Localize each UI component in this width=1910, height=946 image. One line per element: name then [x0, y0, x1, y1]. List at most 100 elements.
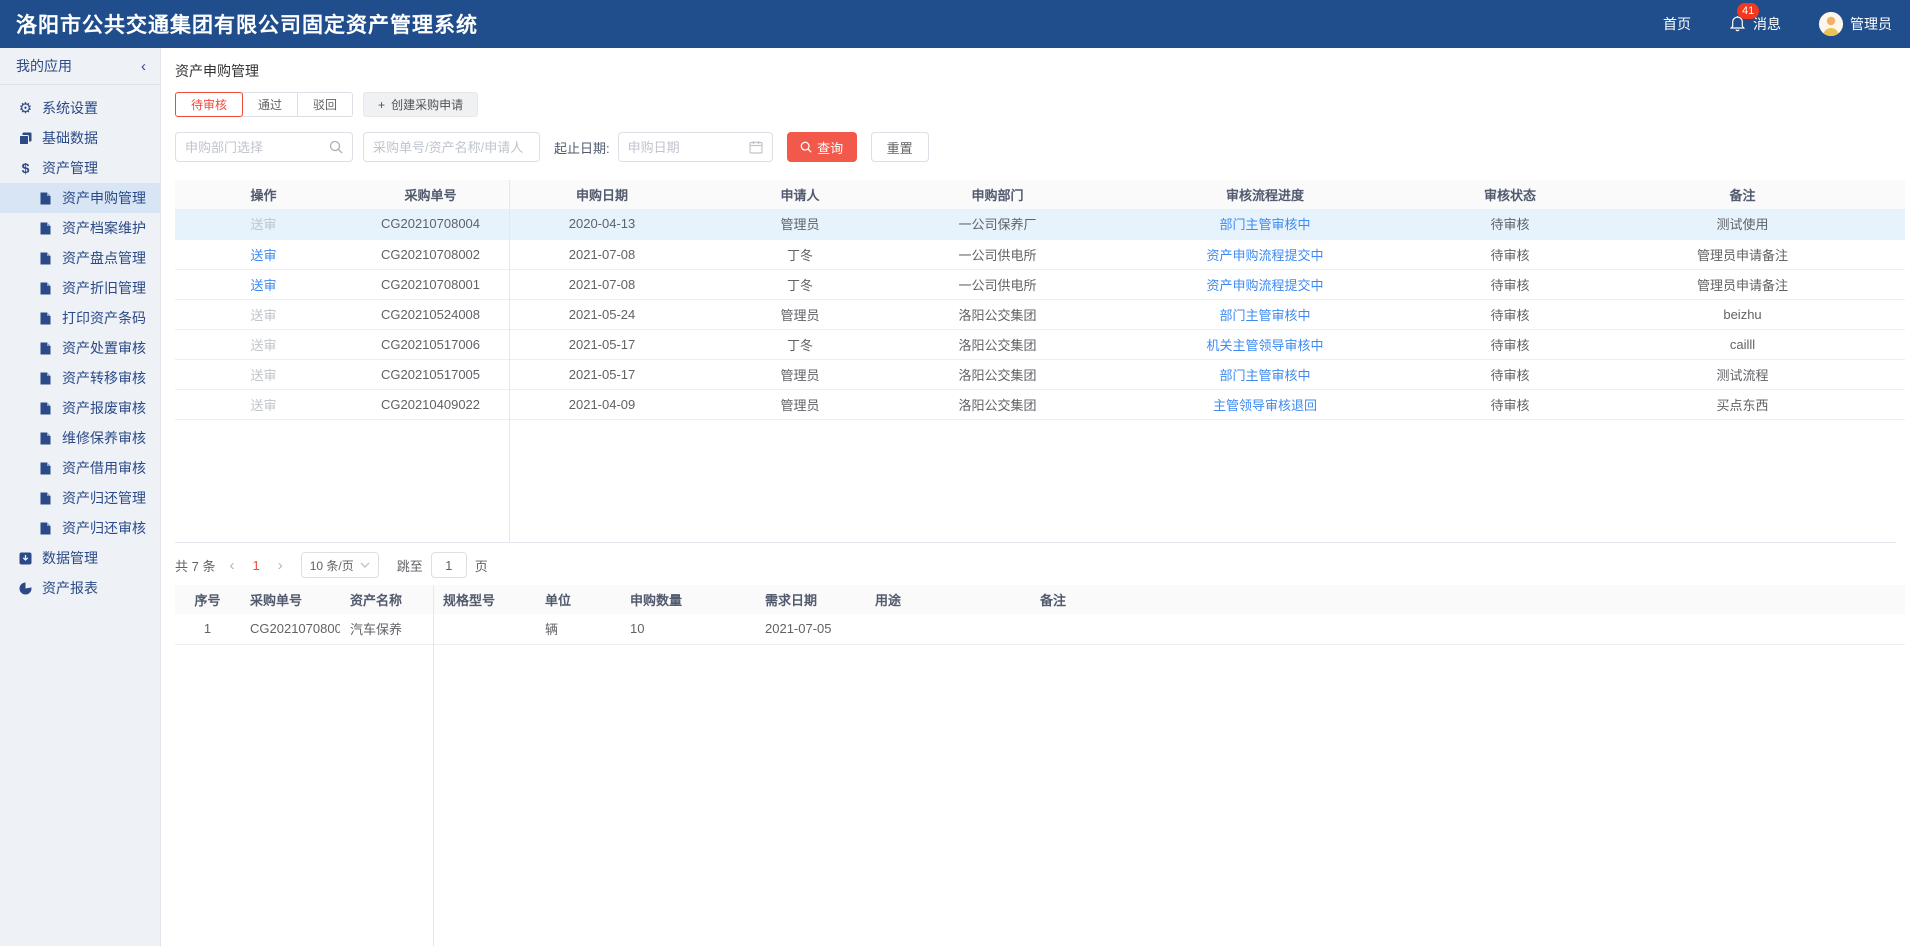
progress-link[interactable]: 资产申购流程提交中 — [1206, 247, 1324, 263]
submit-action: 送审 — [250, 217, 277, 233]
tabs-row: 待审核 通过 驳回 + 创建采购申请 — [175, 92, 1896, 117]
jump-page-input[interactable] — [430, 552, 467, 578]
table-row[interactable]: 送审 CG20210517006 2021-05-17 丁冬 洛阳公交集团 机关… — [175, 329, 1905, 360]
reset-button[interactable]: 重置 — [870, 132, 929, 162]
col-order-no: 采购单号 — [352, 180, 509, 209]
gear-icon: ⚙ — [18, 99, 33, 117]
filter-row: 起止日期: 查询 重置 — [175, 132, 1896, 162]
sidebar-title: 我的应用 — [16, 58, 72, 74]
table-row[interactable]: 送审 CG20210708004 2020-04-13 管理员 一公司保养厂 部… — [175, 209, 1905, 240]
page-number[interactable]: 1 — [252, 557, 260, 573]
table-header-row: 操作 采购单号 申购日期 申请人 申购部门 审核流程进度 审核状态 备注 — [175, 180, 1905, 209]
col-usage: 用途 — [865, 585, 1030, 614]
sidebar-item-asset-disposal-audit[interactable]: 资产处置审核 — [0, 333, 160, 363]
col-qty: 申购数量 — [620, 585, 755, 614]
calendar-icon — [749, 140, 763, 154]
pagination: 共 7 条 ‹ 1 › 10 条/页 跳至 页 — [175, 552, 1896, 578]
dept-select-input[interactable] — [185, 139, 329, 155]
prev-page-button[interactable]: ‹ — [229, 556, 235, 574]
sidebar-collapse-icon[interactable]: ‹ — [141, 57, 146, 75]
purchase-table: 操作 采购单号 申购日期 申请人 申购部门 审核流程进度 审核状态 备注 送审 … — [175, 180, 1905, 543]
sidebar-item-asset-inventory[interactable]: 资产盘点管理 — [0, 243, 160, 273]
avatar — [1819, 12, 1843, 36]
sidebar-item-asset-reports[interactable]: 资产报表 — [0, 573, 160, 603]
detail-row[interactable]: 1 CG20210708004 汽车保养 辆 10 2021-07-05 — [175, 614, 1905, 645]
sidebar-item-asset-scrap-audit[interactable]: 资产报废审核 — [0, 393, 160, 423]
sidebar-item-print-barcode[interactable]: 打印资产条码 — [0, 303, 160, 333]
purchase-detail-table: 序号 采购单号 资产名称 规格型号 单位 申购数量 需求日期 用途 备注 1 C — [175, 585, 1905, 946]
progress-link[interactable]: 部门主管审核中 — [1219, 367, 1311, 383]
jump-label: 跳至 — [396, 558, 423, 574]
progress-link[interactable]: 部门主管审核中 — [1219, 307, 1311, 323]
search-icon — [329, 140, 343, 154]
search-icon — [800, 141, 812, 153]
submit-action: 送审 — [250, 397, 277, 413]
progress-link[interactable]: 部门主管审核中 — [1219, 217, 1311, 233]
document-icon — [38, 372, 53, 385]
document-icon — [38, 492, 53, 505]
tab-pending[interactable]: 待审核 — [175, 92, 244, 117]
table-row[interactable]: 送审 CG20210708002 2021-07-08 丁冬 一公司供电所 资产… — [175, 239, 1905, 270]
col-date: 申购日期 — [509, 180, 695, 209]
sidebar-item-asset-transfer-audit[interactable]: 资产转移审核 — [0, 363, 160, 393]
sidebar-item-asset-return-audit[interactable]: 资产归还审核 — [0, 513, 160, 543]
sidebar-item-system-settings[interactable]: ⚙ 系统设置 — [18, 99, 98, 117]
col-remark: 备注 — [1580, 180, 1905, 209]
user-menu[interactable]: 管理员 — [1819, 12, 1892, 36]
query-button[interactable]: 查询 — [786, 132, 857, 162]
keyword-input[interactable] — [373, 139, 530, 155]
sidebar-item-asset-purchase[interactable]: 资产申购管理 — [0, 183, 160, 213]
submit-action: 送审 — [250, 307, 277, 323]
table-row[interactable]: 送审 CG20210517005 2021-05-17 管理员 洛阳公交集团 部… — [175, 359, 1905, 390]
date-input[interactable] — [627, 139, 749, 155]
sidebar-item-asset-management[interactable]: $ 资产管理 — [0, 153, 160, 183]
dollar-icon: $ — [21, 160, 30, 176]
progress-link[interactable]: 主管领导审核退回 — [1212, 397, 1317, 413]
document-icon — [38, 522, 53, 535]
sidebar-item-asset-return-management[interactable]: 资产归还管理 — [0, 483, 160, 513]
dept-select[interactable] — [175, 132, 353, 162]
document-icon — [38, 312, 53, 325]
nav-home[interactable]: 首页 — [1663, 14, 1691, 34]
sidebar-item-maintenance-audit[interactable]: 维修保养审核 — [0, 423, 160, 453]
col-action: 操作 — [175, 180, 352, 209]
sidebar-menu: ⚙ 系统设置 基础数据 $ 资产管理 资产申购管理 — [0, 85, 160, 603]
topbar: 洛阳市公共交通集团有限公司固定资产管理系统 首页 41 消息 — [0, 0, 1910, 48]
sidebar-item-data-management[interactable]: 数据管理 — [0, 543, 160, 573]
submit-action[interactable]: 送审 — [250, 277, 277, 293]
col-remark: 备注 — [1030, 585, 1905, 614]
document-icon — [38, 222, 53, 235]
download-icon — [18, 552, 33, 565]
tab-approved[interactable]: 通过 — [242, 92, 299, 117]
page-size-select[interactable]: 10 条/页 — [300, 552, 379, 578]
col-dept: 申购部门 — [905, 180, 1090, 209]
sidebar: 我的应用 ‹ ⚙ 系统设置 基础数据 $ 资产管理 资产 — [0, 48, 161, 946]
table-row[interactable]: 送审 CG20210524008 2021-05-24 管理员 洛阳公交集团 部… — [175, 299, 1905, 330]
sidebar-item-asset-depreciation[interactable]: 资产折旧管理 — [0, 273, 160, 303]
detail-header-row: 序号 采购单号 资产名称 规格型号 单位 申购数量 需求日期 用途 备注 — [175, 585, 1905, 614]
keyword-input-wrap[interactable] — [363, 132, 540, 162]
nav-home-label: 首页 — [1663, 16, 1691, 32]
nav-messages[interactable]: 41 消息 — [1729, 3, 1781, 34]
sidebar-item-base-data[interactable]: 基础数据 — [0, 123, 160, 153]
user-label: 管理员 — [1850, 16, 1892, 32]
messages-badge: 41 — [1737, 3, 1760, 19]
fixed-column-divider — [433, 585, 434, 946]
tab-rejected[interactable]: 驳回 — [297, 92, 354, 117]
submit-action[interactable]: 送审 — [250, 247, 277, 263]
table-row[interactable]: 送审 CG20210409022 2021-04-09 管理员 洛阳公交集团 主… — [175, 389, 1905, 420]
sidebar-item-asset-archive[interactable]: 资产档案维护 — [0, 213, 160, 243]
create-purchase-button[interactable]: + 创建采购申请 — [363, 92, 479, 117]
progress-link[interactable]: 机关主管领导审核中 — [1206, 337, 1324, 353]
date-input-wrap[interactable] — [617, 132, 773, 162]
submit-action: 送审 — [250, 337, 277, 353]
sidebar-item-asset-borrow-audit[interactable]: 资产借用审核 — [0, 453, 160, 483]
progress-link[interactable]: 资产申购流程提交中 — [1206, 277, 1324, 293]
copy-icon — [18, 132, 33, 145]
total-count: 共 7 条 — [175, 558, 216, 574]
table-row[interactable]: 送审 CG20210708001 2021-07-08 丁冬 一公司供电所 资产… — [175, 269, 1905, 300]
main-content: 资产申购管理 待审核 通过 驳回 + 创建采购申请 起止日期: — [161, 48, 1910, 946]
plus-icon: + — [378, 97, 386, 112]
document-icon — [38, 462, 53, 475]
next-page-button[interactable]: › — [277, 556, 283, 574]
